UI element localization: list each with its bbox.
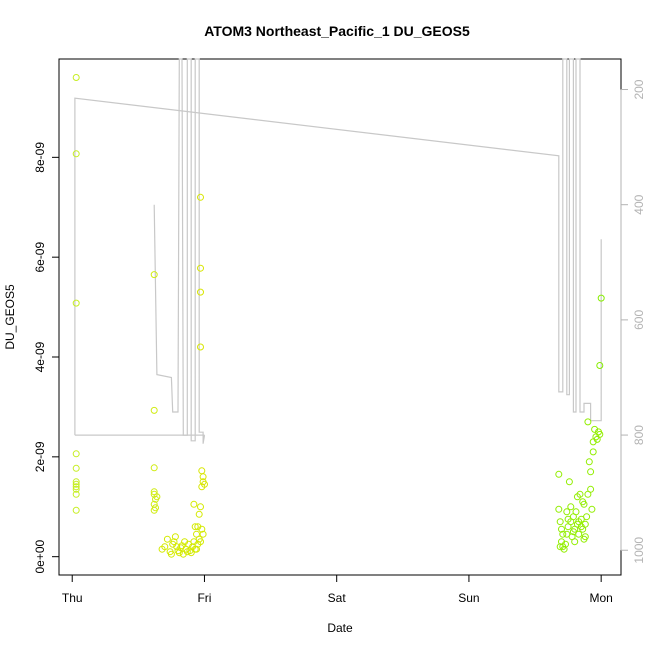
data-point: [72, 299, 80, 307]
data-point: [190, 500, 198, 508]
data-point: [589, 438, 597, 446]
data-point: [197, 264, 204, 272]
data-point: [197, 343, 204, 351]
data-point: [589, 448, 597, 456]
data-point: [150, 271, 158, 279]
plot-border: [58, 58, 622, 576]
data-point: [556, 543, 564, 551]
data-point: [193, 545, 200, 553]
x-tick-label: Mon: [589, 591, 612, 605]
data-point: [197, 538, 204, 546]
x-tick-label: Sat: [328, 591, 347, 605]
data-point: [587, 468, 595, 476]
data-point: [167, 550, 175, 558]
data-point: [191, 523, 199, 531]
data-point: [197, 503, 204, 511]
data-point: [198, 525, 206, 533]
data-point: [173, 543, 181, 551]
data-point: [596, 430, 604, 438]
data-point: [564, 515, 572, 523]
data-point: [556, 518, 564, 526]
y-tick-label: 4e-09: [33, 341, 47, 372]
data-point: [72, 74, 80, 81]
data-point: [72, 485, 80, 493]
data-point: [150, 464, 158, 472]
y2-tick-label: 800: [632, 425, 646, 445]
y-axis-label: DU_GEOS5: [3, 284, 17, 350]
data-point: [72, 464, 80, 472]
data-point: [72, 480, 80, 488]
data-point: [567, 503, 575, 511]
data-point: [199, 473, 207, 481]
data-point: [597, 294, 605, 302]
y-tick-label: 2e-09: [33, 441, 47, 472]
data-point: [572, 508, 580, 516]
data-point: [587, 485, 595, 493]
data-point: [163, 535, 171, 543]
pressure-line-layer: [74, 58, 602, 444]
data-point: [197, 193, 204, 201]
y-tick-label: 0e+00: [33, 540, 47, 574]
data-point: [72, 506, 80, 514]
data-point: [577, 523, 585, 531]
data-point: [559, 530, 567, 538]
data-point: [150, 406, 158, 414]
data-point: [198, 467, 206, 475]
y-tick-label: 6e-09: [33, 242, 47, 273]
data-point: [171, 533, 179, 541]
data-point: [175, 549, 183, 557]
x-axis: Thu Fri Sat Sun Mon: [62, 574, 613, 605]
x-tick-label: Fri: [197, 591, 211, 605]
data-point: [585, 458, 593, 466]
data-point: [195, 510, 203, 518]
y2-tick-label: 400: [632, 194, 646, 214]
data-point: [580, 500, 588, 508]
y-axis-right: 200 400 600 800 1000: [620, 79, 646, 564]
data-point: [581, 533, 589, 541]
y2-tick-label: 600: [632, 310, 646, 330]
pressure-series-line-2: [153, 58, 206, 444]
y2-tick-label: 200: [632, 79, 646, 99]
data-point: [596, 362, 604, 369]
data-point: [555, 470, 563, 478]
data-point: [199, 530, 207, 538]
data-point: [573, 493, 581, 501]
data-point: [588, 505, 596, 513]
x-tick-label: Sun: [458, 591, 479, 605]
data-point: [555, 505, 563, 513]
data-point: [565, 478, 573, 486]
x-tick-label: Thu: [62, 591, 83, 605]
data-point: [150, 506, 158, 514]
data-point: [583, 513, 591, 521]
data-point: [72, 483, 80, 491]
data-point: [584, 418, 592, 426]
data-point: [563, 508, 571, 516]
pressure-series-line-1: [74, 58, 602, 436]
data-point: [558, 525, 565, 533]
data-point: [198, 483, 206, 491]
y2-tick-label: 1000: [632, 537, 646, 564]
data-point: [72, 150, 80, 158]
data-point: [569, 528, 577, 536]
data-point: [197, 288, 204, 296]
x-axis-label: Date: [327, 621, 353, 635]
data-point: [72, 478, 80, 486]
data-point: [571, 538, 579, 546]
data-point: [153, 493, 161, 501]
y-tick-label: 8e-09: [33, 142, 47, 173]
y-axis-left: 0e+00 2e-09 4e-09 6e-09 8e-09: [33, 142, 60, 574]
data-point: [161, 543, 169, 551]
chart-title: ATOM3 Northeast_Pacific_1 DU_GEOS5: [204, 23, 470, 39]
data-points-layer: [72, 74, 605, 558]
data-point: [72, 450, 80, 458]
data-point: [72, 490, 80, 498]
